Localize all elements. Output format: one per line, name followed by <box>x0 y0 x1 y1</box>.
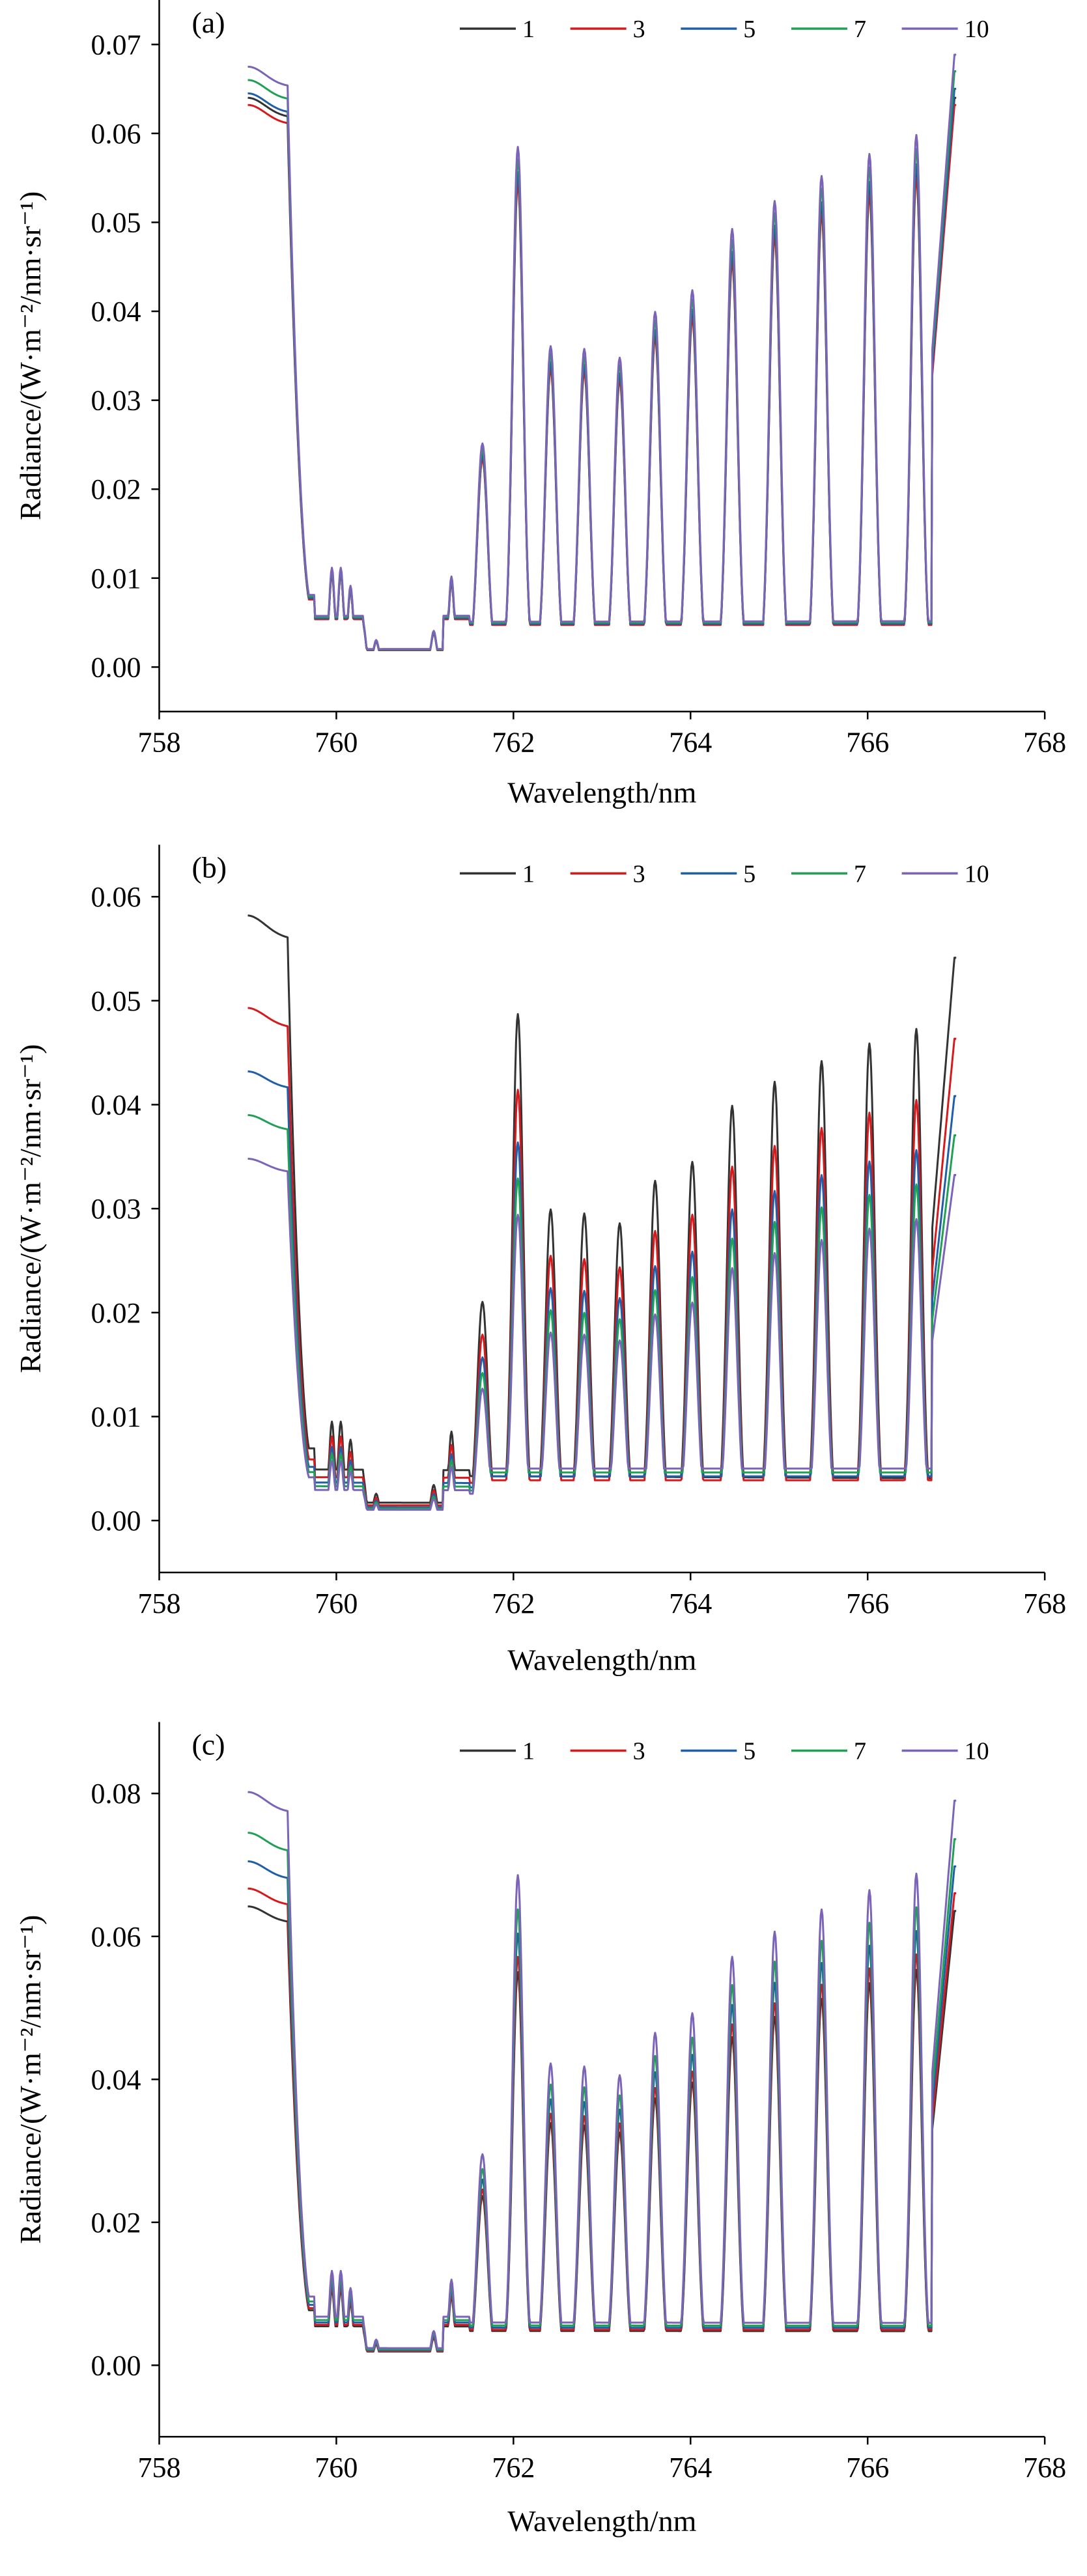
y-tick-label: 0.03 <box>91 1193 141 1225</box>
y-tick-label: 0.01 <box>91 563 141 595</box>
x-tick-label: 760 <box>315 1588 358 1619</box>
legend-label: 10 <box>965 1737 989 1765</box>
y-tick-label: 0.03 <box>91 385 141 417</box>
y-tick-label: 0.02 <box>91 473 141 505</box>
y-tick-label: 0.01 <box>91 1401 141 1433</box>
y-tick-label: 0.04 <box>91 2064 141 2095</box>
series-line-1 <box>247 914 957 1504</box>
series-line-10 <box>247 1791 957 2349</box>
y-tick-label: 0.05 <box>91 206 141 238</box>
y-tick-label: 0.00 <box>91 651 141 683</box>
legend-label: 7 <box>854 1737 866 1765</box>
y-axis-title: Radiance/(W·m⁻²/nm·sr⁻¹) <box>14 1915 47 2244</box>
y-tick-label: 0.08 <box>91 1778 141 1810</box>
panel-label: (b) <box>191 850 227 884</box>
y-tick-label: 0.06 <box>91 1921 141 1953</box>
legend-label: 1 <box>522 16 535 43</box>
x-tick-label: 768 <box>1023 727 1066 759</box>
y-tick-label: 0.02 <box>91 1297 141 1329</box>
x-tick-label: 758 <box>137 2452 180 2484</box>
x-axis-title: Wavelength/nm <box>507 1644 696 1677</box>
y-tick-label: 0.00 <box>91 2349 141 2381</box>
series-line-3 <box>247 1887 957 2352</box>
legend-label: 3 <box>633 860 645 888</box>
chart-panel-2: 758 760 762 764 766 768 0.00 0.01 0.02 0.03 0.04 0.… <box>14 845 1066 1677</box>
x-axis-title: Wavelength/nm <box>507 776 696 809</box>
x-axis-title: Wavelength/nm <box>507 2504 696 2538</box>
panel-label: (c) <box>191 1728 225 1761</box>
series-line-7 <box>247 1832 957 2351</box>
y-axis-title: Radiance/(W·m⁻²/nm·sr⁻¹) <box>14 1044 47 1373</box>
legend-label: 10 <box>965 16 989 43</box>
y-tick-label: 0.04 <box>91 1089 141 1121</box>
legend-label: 1 <box>522 1737 535 1765</box>
x-tick-label: 762 <box>492 727 535 759</box>
y-tick-label: 0.00 <box>91 1505 141 1537</box>
legend-label: 10 <box>965 860 989 888</box>
legend-label: 5 <box>743 16 755 43</box>
x-tick-label: 760 <box>315 2452 358 2484</box>
x-tick-label: 768 <box>1023 1588 1066 1619</box>
x-tick-label: 764 <box>669 2452 712 2484</box>
y-tick-label: 0.02 <box>91 2207 141 2239</box>
series-line-5 <box>247 87 957 651</box>
x-tick-label: 764 <box>669 727 712 759</box>
y-tick-label: 0.04 <box>91 296 141 328</box>
series-line-3 <box>247 104 957 651</box>
x-tick-label: 764 <box>669 1588 712 1619</box>
x-tick-label: 762 <box>492 2452 535 2484</box>
series-line-1 <box>247 1905 957 2353</box>
panel-label: (a) <box>191 6 225 39</box>
y-tick-label: 0.07 <box>91 29 141 61</box>
x-tick-label: 766 <box>846 1588 889 1619</box>
chart-panel-1: 758 760 762 764 766 768 0.00 0.01 0.02 0.03 0.04 0.… <box>14 0 1066 809</box>
legend-label: 3 <box>633 1737 645 1765</box>
x-tick-label: 766 <box>846 727 889 759</box>
x-tick-label: 758 <box>137 727 180 759</box>
x-tick-label: 758 <box>137 1588 180 1619</box>
legend-label: 7 <box>854 860 866 888</box>
series-line-5 <box>247 1860 957 2351</box>
chart-panel-3: 758 760 762 764 766 768 0.00 0.02 0.04 0.06 0.08 Wa… <box>14 1722 1066 2538</box>
x-tick-label: 760 <box>315 727 358 759</box>
y-axis-title: Radiance/(W·m⁻²/nm·sr⁻¹) <box>14 191 47 520</box>
legend-label: 7 <box>854 16 866 43</box>
series-line-10 <box>247 1158 957 1511</box>
series-line-5 <box>247 1070 957 1509</box>
series-line-3 <box>247 1007 957 1507</box>
legend-label: 5 <box>743 860 755 888</box>
series-line-10 <box>247 53 957 651</box>
x-tick-label: 766 <box>846 2452 889 2484</box>
series-line-1 <box>247 96 957 651</box>
x-tick-label: 768 <box>1023 2452 1066 2484</box>
series-line-7 <box>247 70 957 651</box>
y-tick-label: 0.06 <box>91 118 141 150</box>
legend-label: 3 <box>633 16 645 43</box>
legend-label: 1 <box>522 860 535 888</box>
legend-label: 5 <box>743 1737 755 1765</box>
y-tick-label: 0.06 <box>91 881 141 913</box>
series-line-7 <box>247 1113 957 1510</box>
y-tick-label: 0.05 <box>91 985 141 1017</box>
x-tick-label: 762 <box>492 1588 535 1619</box>
